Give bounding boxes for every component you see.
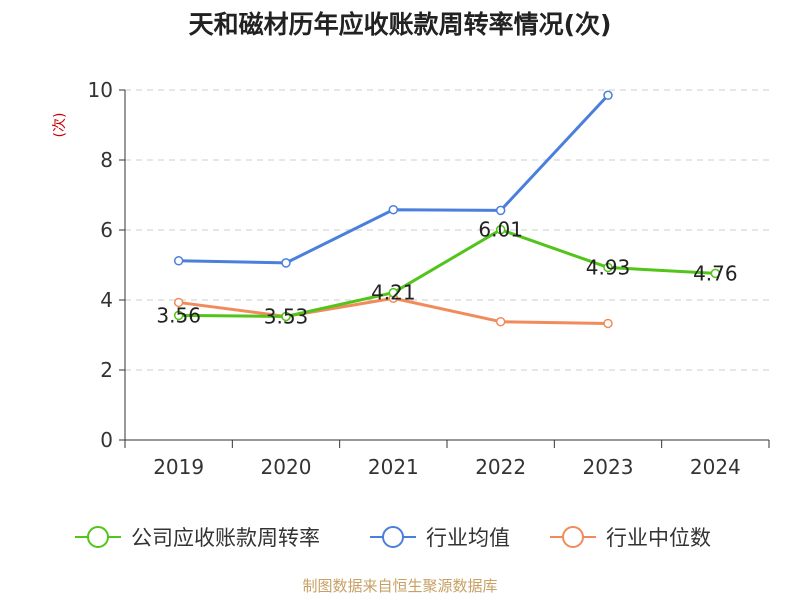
data-point[interactable]	[173, 256, 184, 266]
data-label: 3.56	[156, 303, 201, 327]
legend-item-1[interactable]: 行业均值	[370, 526, 510, 550]
series-1	[173, 90, 613, 268]
data-point[interactable]	[173, 310, 184, 321]
legend-marker-icon	[382, 526, 404, 548]
x-tick-label: 2022	[475, 455, 526, 479]
grid-lines	[125, 89, 769, 371]
data-point[interactable]	[388, 287, 399, 298]
source-note: 制图数据来自恒生聚源数据库	[302, 577, 497, 595]
data-point[interactable]	[603, 318, 613, 329]
data-point[interactable]	[281, 311, 291, 322]
legend-item-2[interactable]: 行业中位数	[550, 526, 711, 550]
data-label: 4.21	[371, 281, 416, 305]
y-tick-label: 2	[100, 358, 113, 382]
y-axis-unit: (次)	[52, 113, 68, 138]
legend[interactable]: 公司应收账款周转率 行业均值 行业中位数	[75, 526, 711, 550]
chart-title: 天和磁材历年应收账款周转率情况(次)	[189, 10, 612, 39]
y-tick-label: 4	[100, 288, 113, 312]
data-point[interactable]	[495, 224, 506, 235]
y-tick-label: 10	[88, 78, 113, 102]
data-label: 3.53	[264, 304, 309, 328]
data-point[interactable]	[388, 204, 399, 215]
data-label: 4.76	[693, 261, 738, 285]
legend-item-0[interactable]: 公司应收账款周转率	[75, 526, 320, 550]
data-point[interactable]	[603, 90, 613, 100]
series-lines	[173, 90, 721, 329]
legend-label: 行业中位数	[606, 526, 711, 550]
legend-marker-icon	[562, 526, 584, 548]
data-point[interactable]	[495, 205, 506, 216]
x-tick-label: 2024	[690, 455, 741, 479]
series-0	[173, 224, 721, 322]
data-point[interactable]	[710, 268, 721, 279]
legend-label: 公司应收账款周转率	[131, 526, 320, 550]
legend-marker-icon	[87, 526, 109, 548]
x-tick-label: 2020	[261, 455, 312, 479]
y-tick-label: 8	[100, 148, 113, 172]
series-line	[178, 228, 716, 318]
x-tick-label: 2019	[153, 455, 204, 479]
data-point[interactable]	[173, 297, 184, 308]
data-labels: 3.56 3.53 4.21 6.01 4.93 4.76	[156, 218, 737, 329]
x-tick-label: 2021	[368, 455, 419, 479]
axes: 0 2 4 6 8 10 2019 2020 2021 2022 2023 2024	[88, 78, 770, 479]
y-tick-label: 6	[100, 218, 113, 242]
legend-label: 行业均值	[426, 526, 510, 550]
data-label: 4.93	[586, 255, 631, 279]
series-line	[178, 94, 610, 265]
x-tick-label: 2023	[583, 455, 634, 479]
data-label: 6.01	[478, 218, 523, 242]
data-point[interactable]	[495, 316, 506, 327]
data-point[interactable]	[281, 258, 291, 268]
data-point[interactable]	[603, 262, 613, 273]
y-tick-label: 0	[100, 428, 113, 452]
